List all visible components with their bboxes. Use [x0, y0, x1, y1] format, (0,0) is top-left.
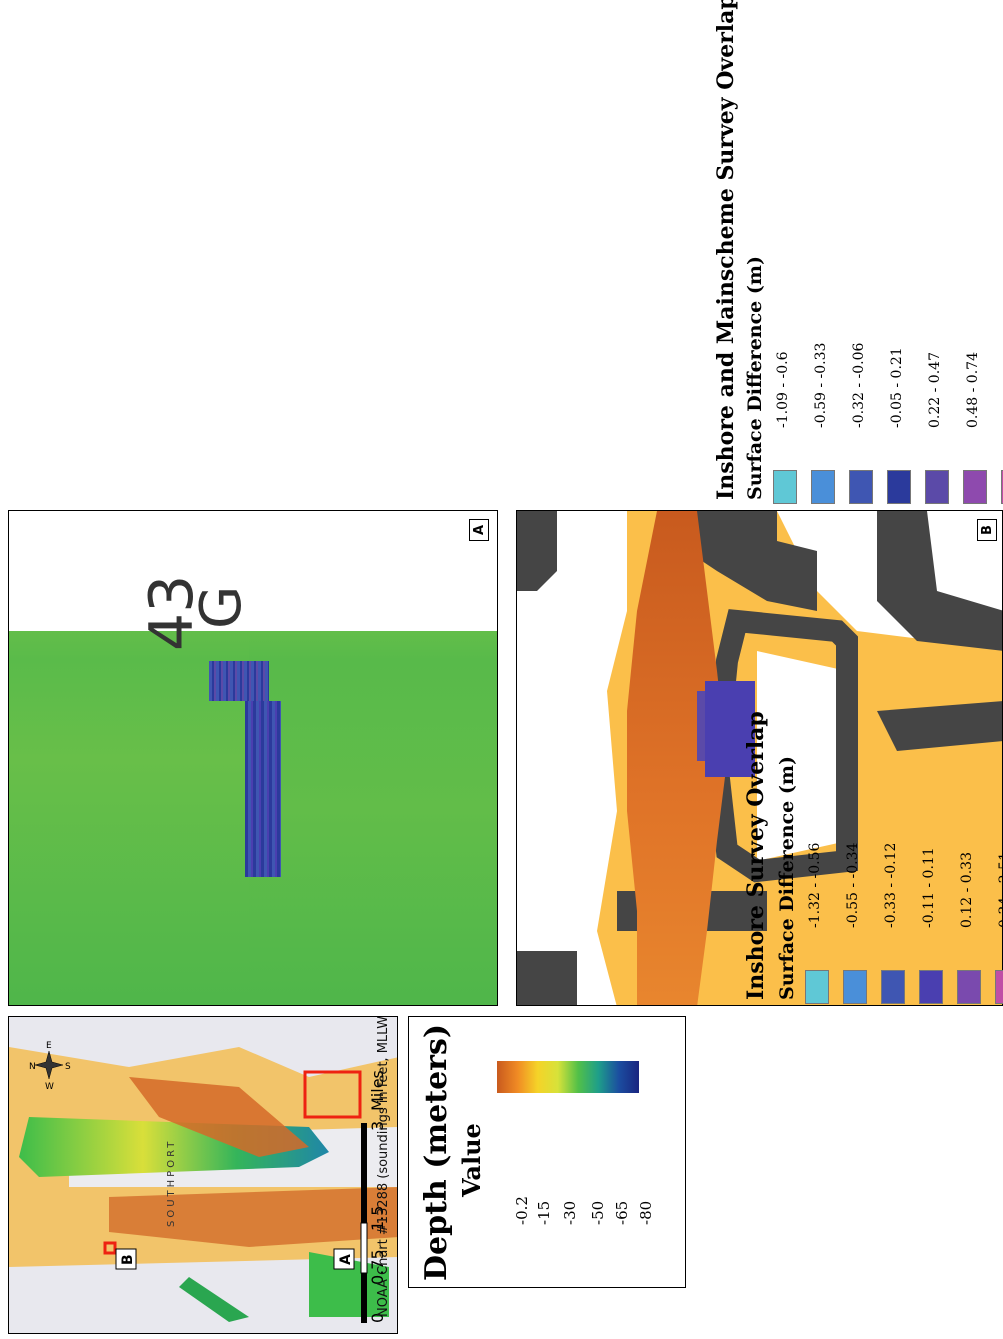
legend-a-swatch-3	[887, 470, 911, 504]
legend-b-swatch-2	[881, 970, 905, 1004]
depth-color-ramp	[497, 1061, 639, 1093]
depth-tick-0: -0.2	[513, 1196, 531, 1225]
legend-b-title: Inshore Survey Overlap	[743, 711, 769, 1000]
legend-a-swatch-1	[811, 470, 835, 504]
svg-text:N: N	[29, 1062, 36, 1072]
legend-b-range-0: -1.32 - -0.56	[807, 842, 823, 928]
legend-a-swatch-2	[849, 470, 873, 504]
legend-b-range-2: -0.33 - -0.12	[883, 842, 899, 928]
scale-tick-3: 3	[368, 1121, 387, 1131]
legend-b-range-1: -0.55 - -0.34	[845, 842, 861, 928]
chart-sounding-text-2: G	[189, 585, 254, 629]
overview-label-b: B	[120, 1254, 136, 1265]
depth-tick-4: -65	[613, 1200, 631, 1225]
legend-a: Inshore and Mainscheme Survey Overlap Su…	[510, 0, 1003, 505]
legend-b-subtitle: Surface Difference (m)	[776, 756, 798, 1000]
legend-b: Inshore Survey Overlap Surface Differenc…	[510, 0, 1003, 1004]
overlap-patch-b	[705, 681, 755, 777]
legend-b-range-3: -0.11 - 0.11	[921, 847, 937, 928]
scale-tick-0: 0	[368, 1313, 387, 1323]
panel-b-graphic	[517, 511, 1002, 1005]
chart-caption: NOAA Chart #13288 (soundings in feet, ML…	[376, 1017, 391, 1317]
legend-b-range-5: 0.34 - 2.51	[997, 852, 1003, 928]
overlap-strip-a	[245, 701, 281, 877]
legend-a-swatch-0	[773, 470, 797, 504]
svg-text:E: E	[46, 1041, 52, 1051]
panel-a-map: 43 G A	[8, 510, 498, 1006]
depth-tick-2: -30	[561, 1200, 579, 1225]
overlap-strip-a-wide	[209, 661, 269, 701]
svg-text:W: W	[45, 1082, 54, 1092]
legend-b-swatch-4	[957, 970, 981, 1004]
legend-b-swatch-1	[843, 970, 867, 1004]
compass-icon: N S E W	[29, 1041, 71, 1092]
legend-b-swatch-5	[995, 970, 1003, 1004]
overview-map: 0 0.75 1.5 3 Miles A B NOAA Chart #13288…	[8, 1016, 398, 1334]
overview-label-a: A	[338, 1254, 354, 1265]
legend-b-range-4: 0.12 - 0.33	[959, 852, 975, 928]
scale-tick-1: 0.75	[368, 1249, 387, 1285]
legend-a-swatch-5	[963, 470, 987, 504]
svg-text:S: S	[65, 1062, 71, 1072]
panel-b-map: B	[516, 510, 1003, 1006]
panel-a-label: A	[469, 519, 489, 541]
depth-tick-1: -15	[535, 1200, 553, 1225]
area-a-box	[303, 1070, 362, 1119]
depth-legend-subtitle: Value	[457, 1123, 486, 1197]
legend-b-swatch-0	[805, 970, 829, 1004]
panel-b-label: B	[977, 519, 997, 541]
depth-legend: Depth (meters) Value -0.2 -15 -30 -50 -6…	[408, 1016, 686, 1288]
scale-tick-2: 1.5	[368, 1206, 387, 1231]
place-label: SOUTHPORT	[166, 1139, 177, 1227]
overview-map-graphic: 0 0.75 1.5 3 Miles A B NOAA Chart #13288…	[9, 1017, 397, 1333]
area-b-box	[103, 1241, 117, 1255]
depth-legend-title: Depth (meters)	[419, 1023, 454, 1281]
legend-b-swatch-3	[919, 970, 943, 1004]
legend-a-swatch-4	[925, 470, 949, 504]
depth-tick-3: -50	[589, 1200, 607, 1225]
legend-a-swatch-6	[1001, 470, 1003, 504]
depth-tick-5: -80	[637, 1200, 655, 1225]
scale-unit: Miles	[368, 1070, 387, 1111]
